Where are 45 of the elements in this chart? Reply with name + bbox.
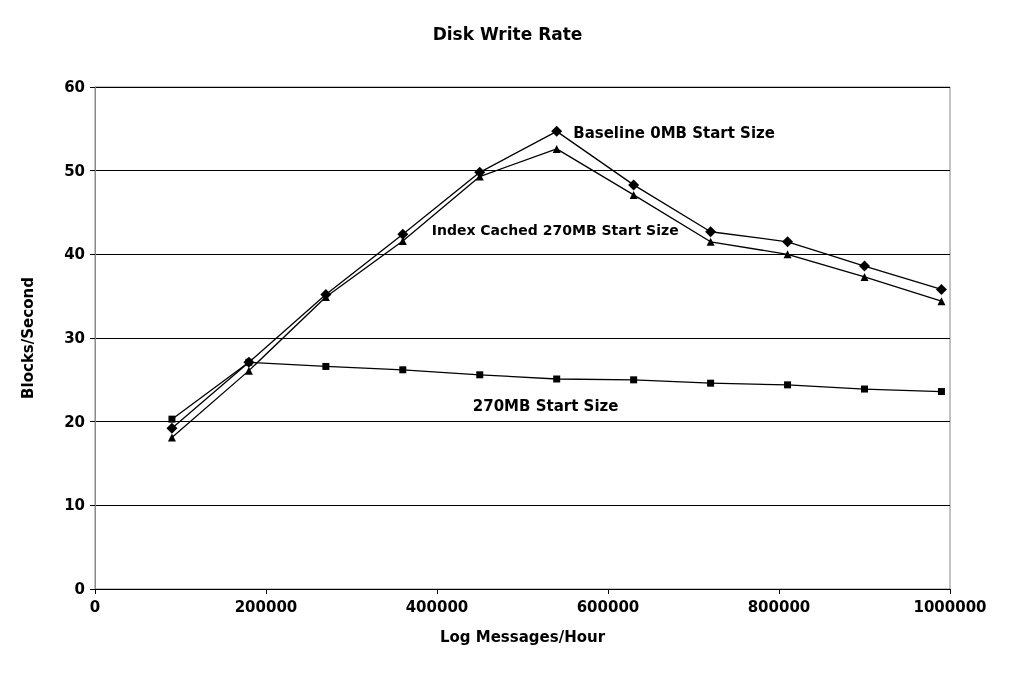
point (552, 144, 561, 153)
point (706, 237, 715, 246)
series-label: Index Cached 270MB Start Size (431, 221, 679, 238)
point (782, 236, 794, 248)
x-tick-label: 800000 (747, 597, 811, 616)
y-tick-label: 0 (74, 580, 85, 598)
point (553, 375, 561, 383)
y-tick-label: 20 (64, 412, 85, 431)
point (937, 388, 945, 396)
point (935, 283, 947, 295)
point (705, 226, 717, 238)
point (551, 125, 563, 137)
point (707, 379, 715, 387)
point (630, 376, 638, 384)
y-tick-label: 40 (64, 245, 85, 264)
point (399, 366, 407, 374)
point (168, 415, 176, 423)
point (397, 228, 409, 240)
point (244, 366, 253, 375)
point (783, 250, 792, 259)
point (861, 385, 868, 393)
x-tick-label: 400000 (405, 597, 469, 616)
point (476, 371, 484, 379)
chart-title: Disk Write Rate (432, 23, 583, 44)
y-tick-label: 10 (64, 496, 85, 515)
y-tick-label: 30 (64, 329, 85, 347)
series-label: Baseline 0MB Start Size (573, 124, 775, 143)
x-tick-label: 1000000 (913, 597, 987, 616)
series-label: 270MB Start Size (472, 397, 619, 416)
x-tick-label: 200000 (234, 597, 298, 616)
y-axis-title: Blocks/Second (18, 277, 37, 399)
y-tick-label: 50 (64, 161, 85, 180)
x-tick-label: 600000 (576, 597, 640, 616)
point (859, 260, 870, 272)
point (784, 381, 792, 389)
point (322, 362, 330, 370)
point (166, 422, 178, 434)
y-tick-label: 60 (64, 78, 85, 96)
point (860, 272, 869, 281)
x-tick-label: 0 (89, 597, 101, 616)
point (629, 190, 638, 199)
point (628, 179, 640, 191)
point (167, 433, 176, 442)
point (937, 297, 946, 306)
x-axis-title: Log Messages/Hour (439, 627, 606, 646)
